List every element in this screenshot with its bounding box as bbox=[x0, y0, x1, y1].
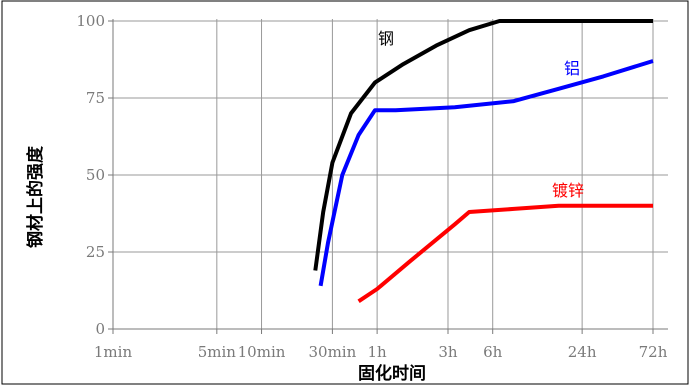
y-tick-labels: 0 25 50 75 100 bbox=[76, 12, 105, 338]
x-tick-label: 24h bbox=[568, 343, 597, 361]
x-tick-label: 1h bbox=[368, 343, 388, 361]
x-tick-label: 1min bbox=[94, 343, 133, 361]
x-tick-label: 5min bbox=[198, 343, 237, 361]
x-tick-label: 6h bbox=[483, 343, 503, 361]
series-label-aluminum: 铝 bbox=[564, 59, 580, 78]
series-line-galvanized bbox=[357, 203, 653, 303]
x-tick-labels: 1min 5min 10min 30min 1h 3h 6h 24h 72h bbox=[94, 343, 668, 361]
series-label-galvanized: 镀锌 bbox=[552, 181, 584, 200]
series-line-aluminum bbox=[318, 59, 654, 287]
x-tick-label: 72h bbox=[639, 343, 668, 361]
series-group bbox=[313, 19, 654, 303]
y-axis-title: 钢材上的强度 bbox=[25, 145, 46, 248]
grid-lines bbox=[108, 19, 668, 334]
x-tick-label: 30min bbox=[309, 343, 357, 361]
series-line-steel bbox=[313, 19, 653, 271]
y-tick-label: 25 bbox=[86, 243, 105, 261]
x-axis-title: 固化时间 bbox=[358, 363, 426, 384]
x-tick-label: 10min bbox=[238, 343, 286, 361]
series-label-steel: 钢 bbox=[378, 29, 394, 48]
axes bbox=[112, 19, 668, 330]
y-tick-label: 75 bbox=[86, 89, 105, 107]
y-tick-label: 100 bbox=[76, 12, 105, 30]
x-tick-label: 3h bbox=[438, 343, 458, 361]
y-tick-label: 0 bbox=[95, 320, 105, 338]
y-tick-label: 50 bbox=[86, 166, 105, 184]
